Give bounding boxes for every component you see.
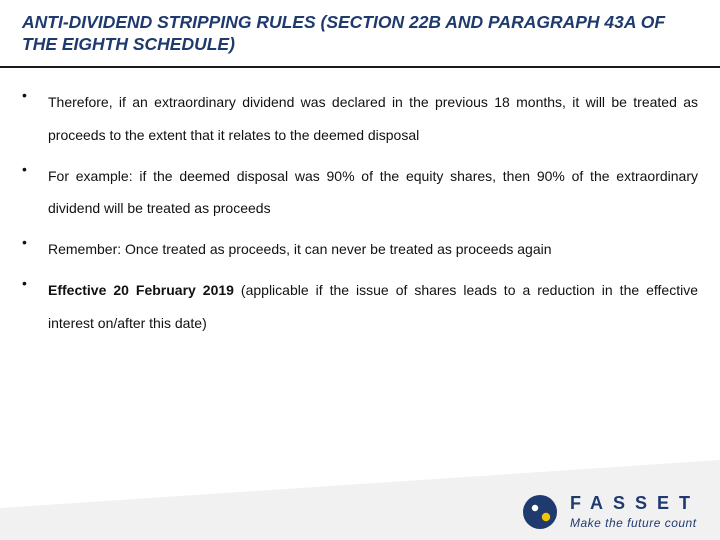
bullet-marker: • (22, 160, 48, 226)
bullet-text: Remember: Once treated as proceeds, it c… (48, 233, 698, 266)
brand-block: FASSET Make the future count (522, 493, 700, 530)
bullet-text: Effective 20 February 2019 (applicable i… (48, 274, 698, 340)
bullet-item: • Therefore, if an extraordinary dividen… (22, 86, 698, 152)
bullet-marker: • (22, 86, 48, 152)
brand-tagline: Make the future count (570, 516, 700, 530)
slide-title: ANTI-DIVIDEND STRIPPING RULES (SECTION 2… (22, 12, 698, 56)
bullet-marker: • (22, 233, 48, 266)
slide-content: • Therefore, if an extraordinary dividen… (0, 68, 720, 340)
bullet-marker: • (22, 274, 48, 340)
bullet-item: • Remember: Once treated as proceeds, it… (22, 233, 698, 266)
brand-name: FASSET (570, 493, 700, 514)
bullet-text: Therefore, if an extraordinary dividend … (48, 86, 698, 152)
bullet-text: For example: if the deemed disposal was … (48, 160, 698, 226)
bullet-item: • Effective 20 February 2019 (applicable… (22, 274, 698, 340)
brand-logo-icon (522, 494, 558, 530)
bullet-item: • For example: if the deemed disposal wa… (22, 160, 698, 226)
brand-text: FASSET Make the future count (570, 493, 700, 530)
slide-footer: FASSET Make the future count (0, 460, 720, 540)
slide-header: ANTI-DIVIDEND STRIPPING RULES (SECTION 2… (0, 0, 720, 68)
